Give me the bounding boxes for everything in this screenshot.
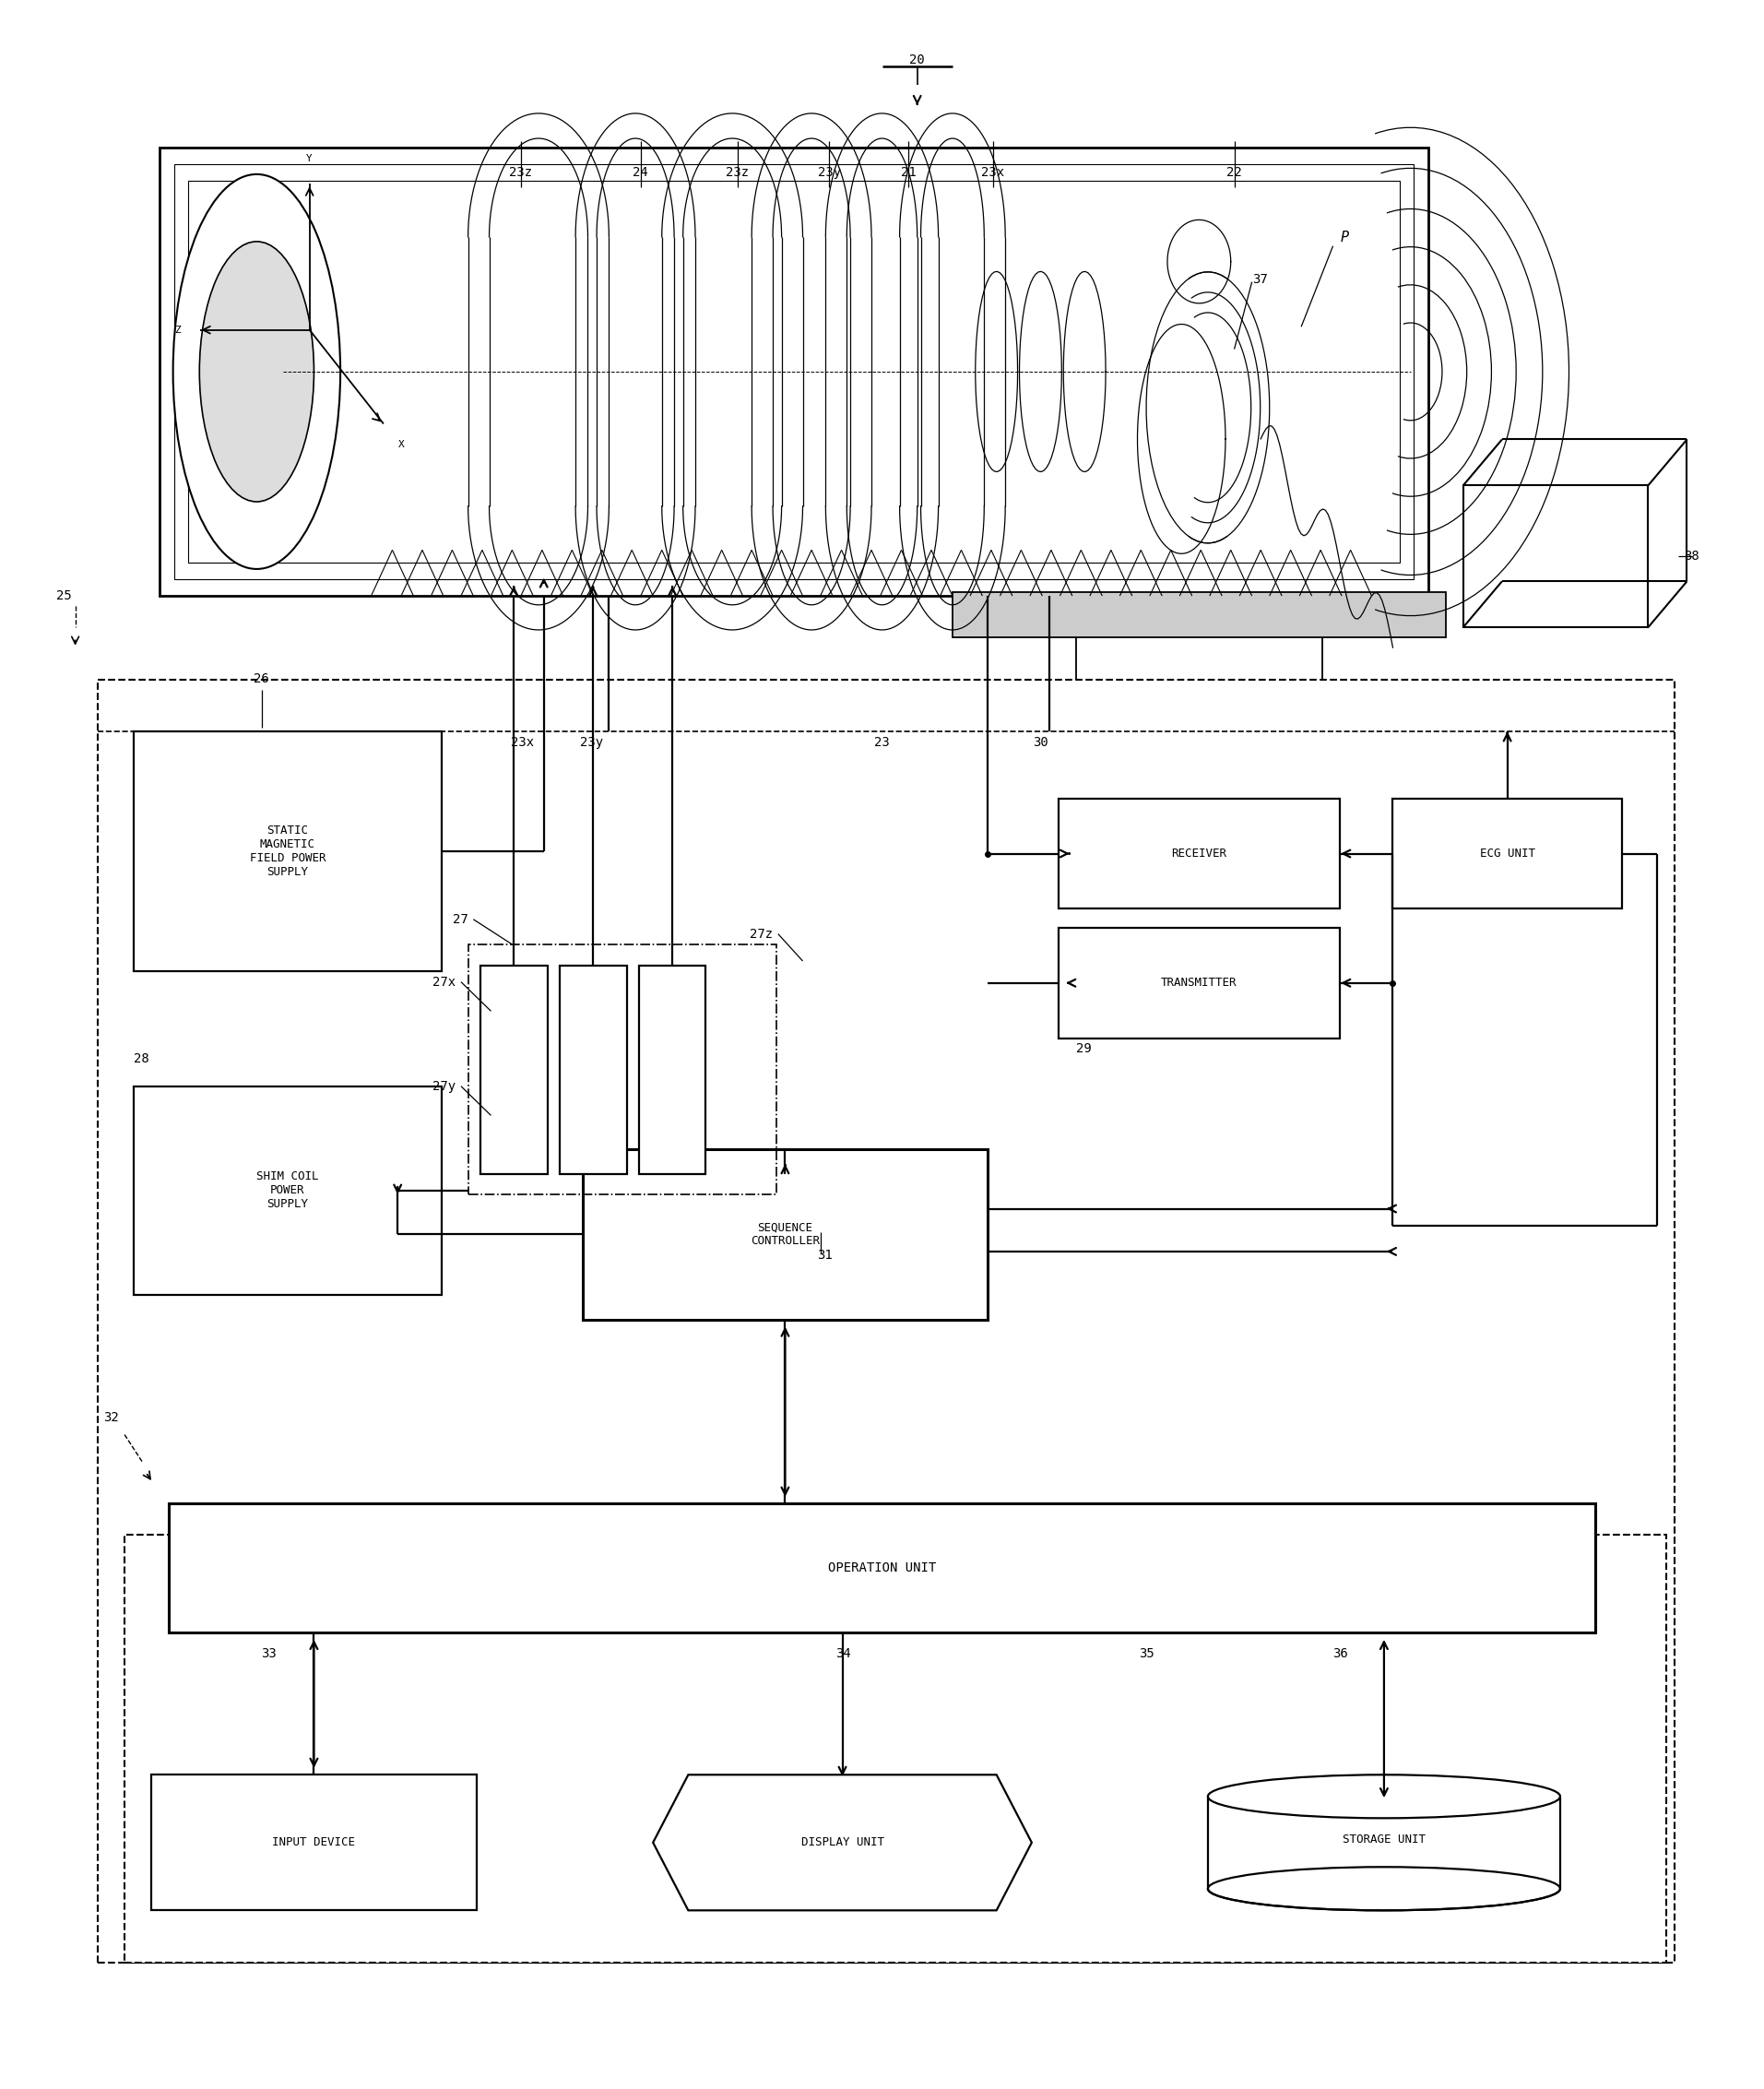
Text: 30: 30 (1032, 735, 1048, 748)
Text: 27y: 27y (432, 1080, 455, 1093)
Text: STATIC
MAGNETIC
FIELD POWER
SUPPLY: STATIC MAGNETIC FIELD POWER SUPPLY (249, 825, 326, 877)
Text: 38: 38 (1683, 549, 1699, 562)
FancyBboxPatch shape (169, 1504, 1595, 1634)
FancyBboxPatch shape (175, 165, 1415, 579)
Polygon shape (653, 1776, 1032, 1909)
FancyBboxPatch shape (161, 148, 1429, 595)
Text: 37: 37 (1252, 274, 1267, 286)
FancyBboxPatch shape (1058, 928, 1341, 1038)
Text: 21: 21 (901, 165, 916, 180)
Ellipse shape (1208, 1776, 1559, 1817)
Text: 23: 23 (875, 735, 889, 748)
Ellipse shape (199, 242, 314, 501)
FancyBboxPatch shape (582, 1149, 988, 1320)
FancyBboxPatch shape (134, 731, 441, 971)
Text: 27x: 27x (432, 976, 455, 988)
FancyBboxPatch shape (953, 591, 1446, 637)
FancyBboxPatch shape (134, 1086, 441, 1295)
FancyBboxPatch shape (99, 679, 1674, 1962)
Text: 33: 33 (261, 1646, 277, 1661)
FancyBboxPatch shape (189, 182, 1401, 562)
Text: 23y: 23y (817, 165, 841, 180)
Text: ECG UNIT: ECG UNIT (1480, 848, 1535, 859)
FancyBboxPatch shape (152, 1776, 476, 1909)
Text: INPUT DEVICE: INPUT DEVICE (272, 1836, 355, 1849)
Text: 26: 26 (254, 673, 268, 685)
Text: 23x: 23x (512, 735, 534, 748)
Text: 25: 25 (56, 589, 72, 602)
FancyBboxPatch shape (125, 1535, 1665, 1962)
FancyBboxPatch shape (639, 965, 706, 1174)
Text: STORAGE UNIT: STORAGE UNIT (1342, 1834, 1425, 1847)
FancyBboxPatch shape (1394, 798, 1621, 909)
Text: RECEIVER: RECEIVER (1171, 848, 1226, 859)
Ellipse shape (173, 173, 340, 568)
Text: 34: 34 (836, 1646, 850, 1661)
FancyBboxPatch shape (559, 965, 626, 1174)
Text: 29: 29 (1076, 1042, 1092, 1055)
Text: Y: Y (307, 155, 312, 163)
Text: 31: 31 (817, 1249, 833, 1262)
Text: 23z: 23z (510, 165, 533, 180)
Text: SHIM COIL
POWER
SUPPLY: SHIM COIL POWER SUPPLY (256, 1170, 319, 1210)
FancyBboxPatch shape (1058, 798, 1341, 909)
Text: 22: 22 (1226, 165, 1242, 180)
FancyBboxPatch shape (480, 965, 547, 1174)
Text: SEQUENCE
CONTROLLER: SEQUENCE CONTROLLER (750, 1222, 820, 1247)
Text: 27: 27 (453, 913, 467, 925)
Text: 23x: 23x (981, 165, 1004, 180)
FancyBboxPatch shape (1464, 485, 1648, 627)
Text: 20: 20 (910, 52, 924, 67)
Text: 36: 36 (1332, 1646, 1348, 1661)
Ellipse shape (1208, 1868, 1559, 1909)
Text: P: P (1341, 230, 1348, 244)
Text: DISPLAY UNIT: DISPLAY UNIT (801, 1836, 884, 1849)
Text: 23z: 23z (727, 165, 750, 180)
Text: 24: 24 (633, 165, 649, 180)
Text: 35: 35 (1138, 1646, 1154, 1661)
Text: TRANSMITTER: TRANSMITTER (1161, 978, 1237, 988)
Text: 27z: 27z (750, 928, 773, 940)
Text: 23y: 23y (580, 735, 603, 748)
Text: 28: 28 (134, 1053, 148, 1065)
Text: OPERATION UNIT: OPERATION UNIT (827, 1563, 937, 1575)
Text: Z: Z (175, 326, 180, 334)
Text: X: X (399, 441, 404, 449)
Text: 32: 32 (104, 1412, 118, 1425)
